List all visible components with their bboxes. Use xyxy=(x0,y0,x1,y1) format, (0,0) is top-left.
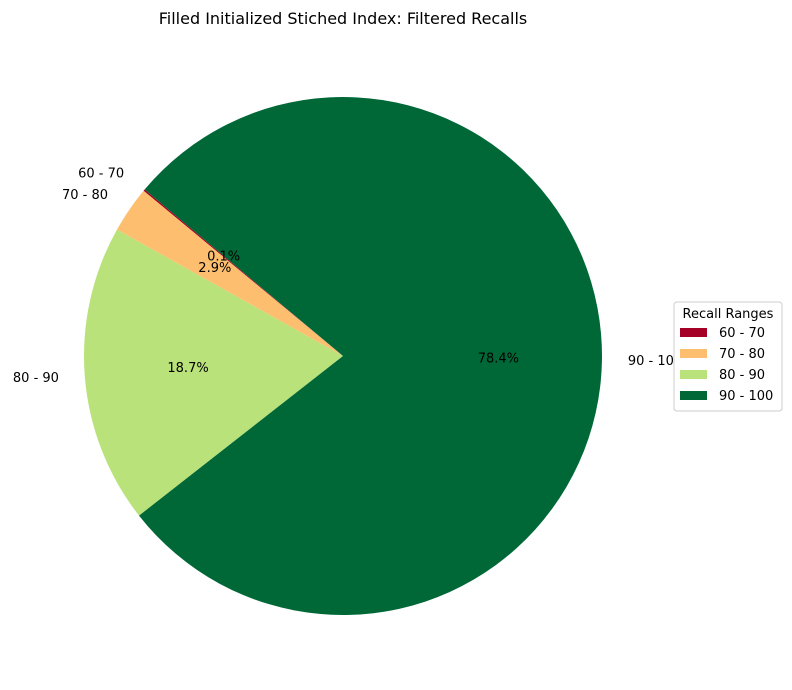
pie-slice-80-90 xyxy=(83,229,343,516)
percent-label: 2.9% xyxy=(198,261,231,276)
legend-label: 80 - 90 xyxy=(719,368,765,383)
category-label: 70 - 80 xyxy=(62,188,108,203)
legend-swatch xyxy=(680,328,707,337)
legend-swatch xyxy=(680,370,707,379)
legend-title: Recall Ranges xyxy=(683,307,774,322)
legend-label: 90 - 100 xyxy=(719,389,773,404)
legend-swatch xyxy=(680,391,707,400)
percent-label: 0.1% xyxy=(207,249,240,264)
percent-label: 18.7% xyxy=(167,361,208,376)
category-label: 60 - 70 xyxy=(78,167,124,182)
legend-entries: 60 - 70 70 - 80 80 - 90 90 - 100 xyxy=(680,326,773,404)
pie-slices xyxy=(83,97,602,616)
chart-title: Filled Initialized Stiched Index: Filter… xyxy=(159,9,528,28)
category-labels: 60 - 70 70 - 80 80 - 90 90 - 100 xyxy=(13,167,682,386)
percent-label: 78.4% xyxy=(478,352,519,367)
category-label: 90 - 100 xyxy=(628,354,682,369)
legend-label: 60 - 70 xyxy=(719,326,765,341)
legend: Recall Ranges 60 - 70 70 - 80 80 - 90 90 - … xyxy=(673,301,783,412)
legend-label: 70 - 80 xyxy=(719,347,765,362)
category-label: 80 - 90 xyxy=(13,371,59,386)
legend-swatch xyxy=(680,349,707,358)
percent-labels: 0.1%2.9% 18.7% 78.4% xyxy=(167,249,519,375)
pie-slice-70-80 xyxy=(116,190,343,356)
pie-slice-90-100 xyxy=(139,97,602,616)
pie-slice-60-70 xyxy=(143,189,343,356)
